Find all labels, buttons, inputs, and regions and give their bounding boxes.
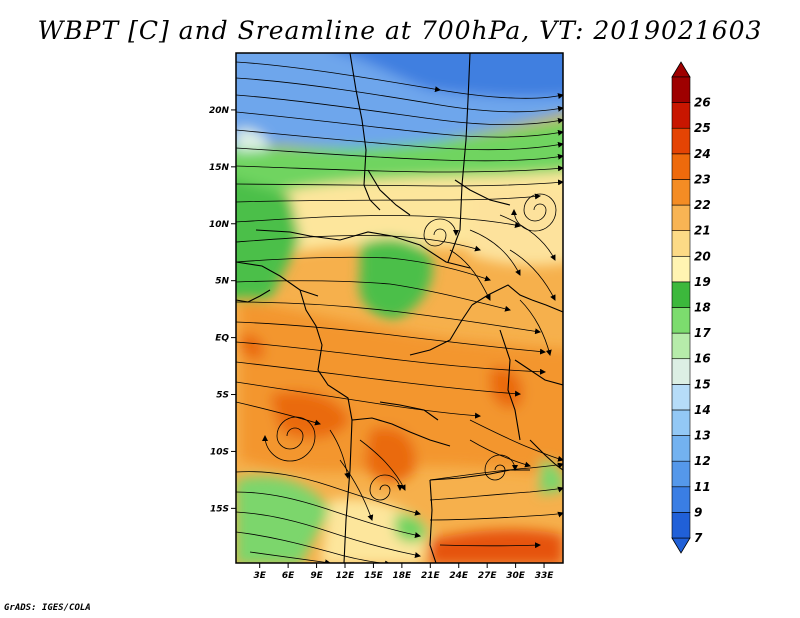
vortex-east-africa xyxy=(511,193,557,232)
colorbar-label: 23 xyxy=(694,172,711,186)
wbpt-field xyxy=(236,53,563,563)
lon-tick-label: 9E xyxy=(310,571,323,581)
field-green-band xyxy=(236,121,563,200)
lon-tick-label: 18E xyxy=(393,571,413,581)
lon-tick-label: 3E xyxy=(253,571,266,581)
colorbar-swatch xyxy=(671,127,691,155)
lon-tick-label: 33E xyxy=(535,571,555,581)
vortex-eddies xyxy=(262,193,557,501)
colorbar-swatch xyxy=(671,486,691,513)
streamlines xyxy=(236,61,563,563)
colorbar-swatch xyxy=(671,76,691,103)
colorbar-swatch xyxy=(671,179,691,206)
lon-tick-label: 12E xyxy=(336,571,356,581)
colorbar-label: 22 xyxy=(694,198,711,212)
colorbar-swatch xyxy=(671,512,691,539)
colorbar-label: 19 xyxy=(694,275,711,289)
vortex-southeast xyxy=(484,454,518,481)
lat-tick-label: 15S xyxy=(210,504,229,514)
field-yellow-south-west xyxy=(236,476,330,563)
lon-tick-label: 6E xyxy=(282,571,295,581)
field-dark-orange-1 xyxy=(270,391,350,439)
lon-tick-label: 27E xyxy=(478,571,498,581)
colorbar-label: 20 xyxy=(694,249,711,263)
colorbar-label: 24 xyxy=(694,147,711,161)
colorbar-label: 12 xyxy=(694,454,711,468)
field-blue-north-deep xyxy=(340,53,563,98)
latitude-axis: 20N 15N 10N 5N EQ 5S 10S 15S xyxy=(209,106,236,514)
colorbar-label: 26 xyxy=(694,96,711,110)
lon-tick-label: 21E xyxy=(421,571,441,581)
field-dark-orange-south xyxy=(430,529,563,563)
colorbar-swatch xyxy=(671,332,691,360)
country-borders xyxy=(236,53,563,563)
colorbar-swatch xyxy=(671,307,691,334)
colorbar-label: 14 xyxy=(694,403,711,417)
colorbar-label: 15 xyxy=(694,377,711,391)
colorbar-swatch xyxy=(671,409,691,436)
field-dark-orange-3 xyxy=(490,367,523,409)
colorbar-swatch xyxy=(671,255,691,283)
colorbar-label: 16 xyxy=(694,352,711,366)
vortex-central xyxy=(423,218,459,247)
lon-tick-label: 24E xyxy=(449,571,469,581)
colorbar-swatch xyxy=(671,281,691,308)
colorbar-swatch xyxy=(671,153,691,180)
colorbar-swatch xyxy=(671,435,691,462)
lat-tick-label: 15N xyxy=(209,163,230,173)
grads-credit: GrADS: IGES/COLA xyxy=(4,603,91,613)
field-light-patch-ne xyxy=(236,128,269,152)
colorbar-label: 13 xyxy=(694,429,711,443)
colorbar-label: 25 xyxy=(694,121,711,135)
lat-tick-label: 20N xyxy=(209,106,230,116)
colorbar-swatch xyxy=(671,358,691,385)
field-dark-orange-4 xyxy=(240,334,265,360)
lat-tick-label: 5N xyxy=(215,277,229,287)
colorbar-swatch xyxy=(671,460,691,488)
lat-tick-label: 10S xyxy=(210,447,229,457)
colorbar-swatch xyxy=(671,230,691,257)
vortex-south xyxy=(369,474,403,501)
colorbar-label: 18 xyxy=(694,301,711,315)
chart-title: WBPT [C] and Sreamline at 700hPa, VT: 20… xyxy=(37,16,763,45)
vortex-angola xyxy=(262,416,316,462)
colorbar-low-arrow xyxy=(671,537,691,554)
colorbar-label: 11 xyxy=(694,480,711,494)
lat-tick-label: EQ xyxy=(215,334,229,344)
lat-tick-label: 10N xyxy=(209,220,230,230)
colorbar-swatch xyxy=(671,204,691,231)
lon-tick-label: 15E xyxy=(364,571,384,581)
map-frame xyxy=(235,52,564,564)
colorbar-swatch xyxy=(671,384,691,411)
field-green-southeast xyxy=(540,460,563,495)
lat-tick-label: 5S xyxy=(216,391,229,401)
colorbar-swatch xyxy=(671,102,691,129)
colorbar-label: 7 xyxy=(694,531,703,545)
colorbar-label: 21 xyxy=(694,224,711,238)
field-green-central xyxy=(359,238,433,320)
colorbar: 7 9 11 12 13 14 15 16 17 18 19 20 21 22 23 24 25 26 xyxy=(671,61,711,554)
lon-tick-label: 30E xyxy=(506,571,526,581)
longitude-axis: 3E 6E 9E 12E 15E 18E 21E 24E 27E 30E 33E xyxy=(253,563,554,581)
colorbar-label: 9 xyxy=(694,505,702,519)
field-dark-orange-2 xyxy=(365,427,416,483)
colorbar-high-arrow xyxy=(671,61,691,78)
colorbar-label: 17 xyxy=(694,326,711,340)
